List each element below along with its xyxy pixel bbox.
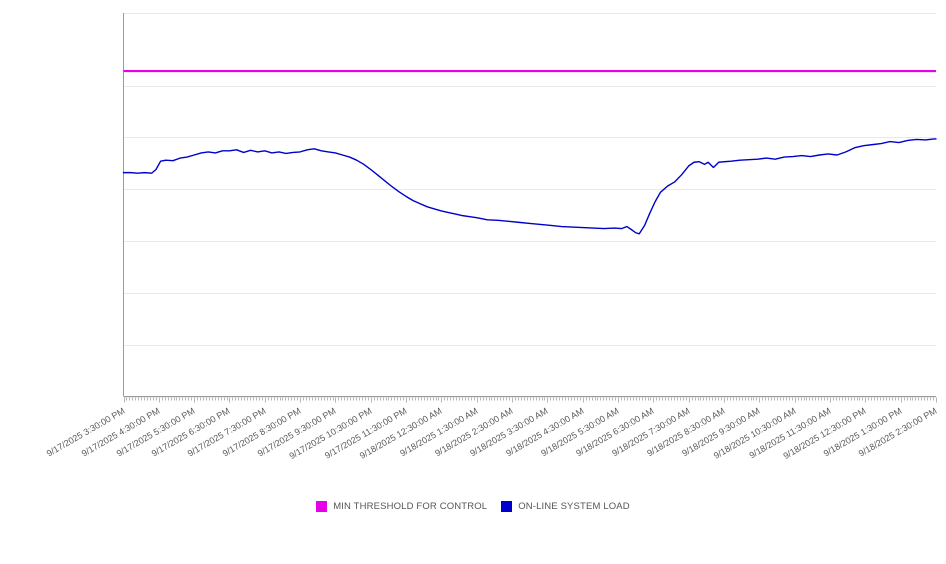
x-axis-tick-marks	[124, 397, 937, 403]
chart-legend: MIN THRESHOLD FOR CONTROL ON-LINE SYSTEM…	[0, 496, 946, 516]
legend-swatch-blue-icon	[501, 500, 513, 512]
series-line-on-line-system-load	[122, 138, 937, 235]
line-chart: 9/17/2025 3:30:00 PM 9/17/2025 4:30:00 PM…	[0, 13, 946, 516]
legend-swatch-magenta-icon	[316, 500, 328, 512]
legend-label-min-threshold-for-control: MIN THRESHOLD FOR CONTROL	[333, 500, 488, 512]
axes	[123, 13, 936, 397]
chart-plot-area	[122, 13, 937, 403]
data-series-group	[122, 69, 937, 235]
legend-item-min-threshold-for-control[interactable]: MIN THRESHOLD FOR CONTROL	[316, 500, 488, 512]
gridlines	[123, 13, 936, 398]
legend-item-on-line-system-load[interactable]: ON-LINE SYSTEM LOAD	[501, 500, 630, 512]
legend-label-on-line-system-load: ON-LINE SYSTEM LOAD	[518, 500, 630, 512]
